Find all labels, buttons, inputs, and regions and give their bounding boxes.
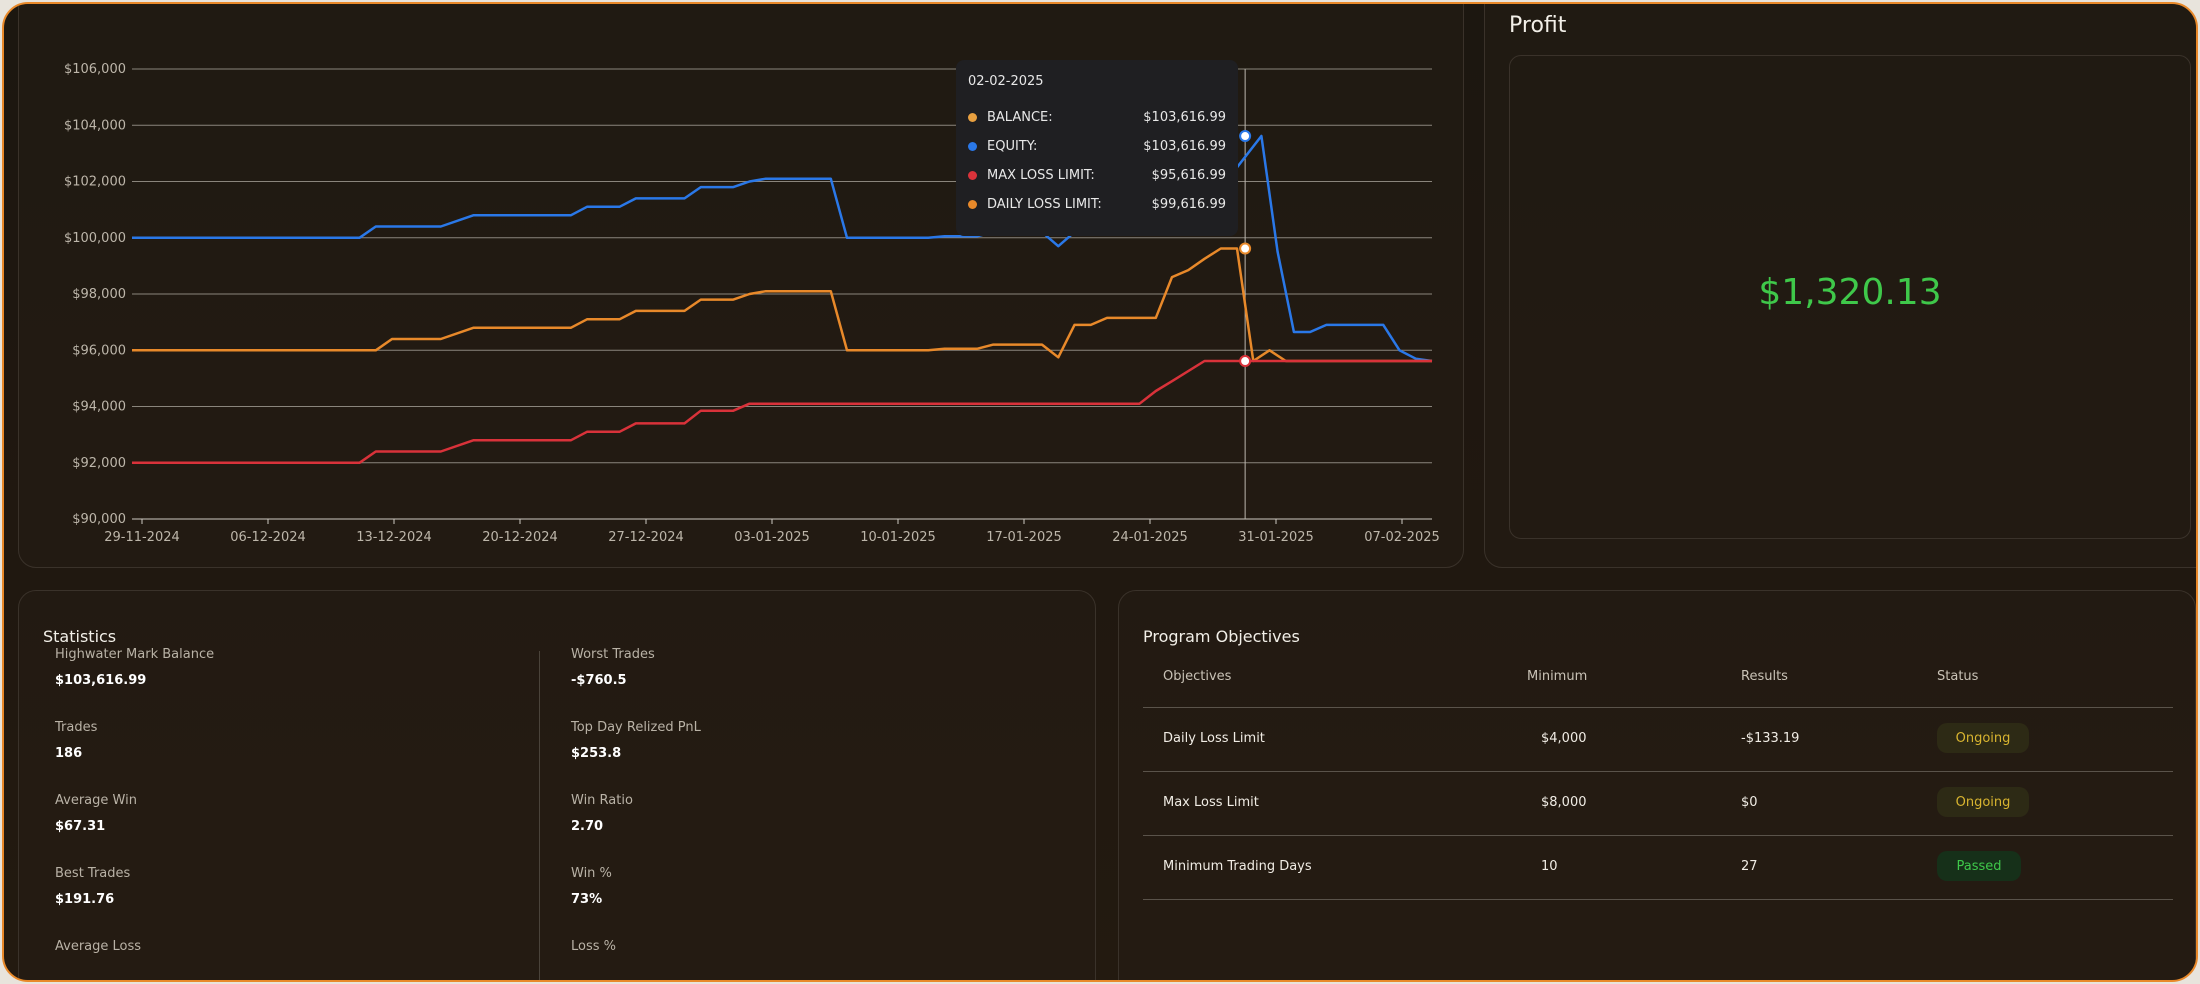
profit-value: $1,320.13 bbox=[1758, 272, 1942, 313]
table-row-divider bbox=[1143, 771, 2173, 772]
header-status: Status bbox=[1937, 669, 1979, 684]
statistics-divider bbox=[539, 651, 540, 980]
y-tick-label: $102,000 bbox=[64, 175, 126, 190]
x-tick-label: 24-01-2025 bbox=[1112, 530, 1188, 545]
stat-label: Best Trades bbox=[55, 866, 131, 881]
y-tick-label: $94,000 bbox=[72, 400, 126, 415]
stat-label: Loss % bbox=[571, 939, 616, 954]
status-badge: Ongoing bbox=[1937, 723, 2029, 753]
objective-name: Daily Loss Limit bbox=[1163, 731, 1265, 746]
y-tick-label: $104,000 bbox=[64, 118, 126, 133]
x-tick-label: 29-11-2024 bbox=[104, 530, 180, 545]
profit-title: Profit bbox=[1509, 13, 1567, 38]
y-tick-label: $98,000 bbox=[72, 287, 126, 302]
stat-value: 73% bbox=[571, 892, 603, 907]
tooltip-series-label: EQUITY: bbox=[987, 139, 1038, 154]
stat-value: $103,616.99 bbox=[55, 673, 147, 688]
x-tick-label: 10-01-2025 bbox=[860, 530, 936, 545]
series-color-dot bbox=[968, 171, 977, 180]
y-tick-label: $106,000 bbox=[64, 62, 126, 77]
tooltip-row: DAILY LOSS LIMIT: $99,616.99 bbox=[968, 190, 1226, 219]
y-tick-label: $90,000 bbox=[72, 512, 126, 527]
tooltip-series-value: $103,616.99 bbox=[1143, 110, 1226, 125]
objective-result: 27 bbox=[1741, 859, 1758, 874]
program-objectives-card: Program Objectives Objectives Minimum Re… bbox=[1118, 590, 2196, 980]
stat-label: Average Loss bbox=[55, 939, 142, 954]
stat-label: Win Ratio bbox=[571, 793, 633, 808]
tooltip-row: MAX LOSS LIMIT: $95,616.99 bbox=[968, 161, 1226, 190]
status-badge: Ongoing bbox=[1937, 787, 2029, 817]
x-tick-label: 27-12-2024 bbox=[608, 530, 684, 545]
tooltip-row: EQUITY: $103,616.99 bbox=[968, 132, 1226, 161]
header-objectives: Objectives bbox=[1163, 669, 1232, 684]
stat-value: $191.76 bbox=[55, 892, 115, 907]
stat-label: Average Win bbox=[55, 793, 137, 808]
header-results: Results bbox=[1741, 669, 1788, 684]
x-tick-label: 07-02-2025 bbox=[1364, 530, 1440, 545]
hover-point-marker bbox=[1239, 355, 1252, 368]
objective-result: -$133.19 bbox=[1741, 731, 1800, 746]
header-minimum: Minimum bbox=[1527, 669, 1588, 684]
series-line-max-loss-limit bbox=[132, 359, 1432, 465]
x-tick-label: 17-01-2025 bbox=[986, 530, 1062, 545]
stat-value: $253.8 bbox=[571, 746, 622, 761]
tooltip-series-value: $99,616.99 bbox=[1151, 197, 1226, 212]
series-line-balance bbox=[132, 247, 1432, 363]
objectives-title: Program Objectives bbox=[1143, 627, 1300, 646]
chart-tooltip: 02-02-2025 BALANCE: $103,616.99 EQUITY: $10… bbox=[956, 60, 1238, 236]
series-color-dot bbox=[968, 142, 977, 151]
series-line-equity bbox=[132, 134, 1433, 363]
series-color-dot bbox=[968, 113, 977, 122]
stat-value: 2.70 bbox=[571, 819, 604, 834]
stat-label: Worst Trades bbox=[571, 647, 655, 662]
hover-point-marker bbox=[1239, 242, 1252, 255]
table-row-divider bbox=[1143, 835, 2173, 836]
y-tick-label: $96,000 bbox=[72, 343, 126, 358]
statistics-card: Statistics Highwater Mark Balance $103,61… bbox=[18, 590, 1096, 980]
stat-label: Highwater Mark Balance bbox=[55, 647, 215, 662]
objective-minimum: $4,000 bbox=[1541, 731, 1587, 746]
tooltip-series-label: MAX LOSS LIMIT: bbox=[987, 168, 1095, 183]
hover-point-marker bbox=[1239, 130, 1252, 143]
tooltip-series-value: $103,616.99 bbox=[1143, 139, 1226, 154]
stat-value: 186 bbox=[55, 746, 83, 761]
stat-value: -$760.5 bbox=[571, 673, 627, 688]
stat-label: Top Day Relized PnL bbox=[571, 720, 701, 735]
tooltip-series-value: $95,616.99 bbox=[1151, 168, 1226, 183]
stat-label: Trades bbox=[55, 720, 98, 735]
equity-line-chart[interactable]: $106,000 $104,000 $102,000 $100,000 $98,000 $… bbox=[4, 4, 1464, 564]
objective-name: Minimum Trading Days bbox=[1163, 859, 1312, 874]
tooltip-date: 02-02-2025 bbox=[968, 74, 1044, 89]
tooltip-series-label: BALANCE: bbox=[987, 110, 1053, 125]
x-tick-label: 31-01-2025 bbox=[1238, 530, 1314, 545]
profit-card: Profit $1,320.13 bbox=[1484, 4, 2196, 568]
status-badge: Passed bbox=[1937, 851, 2021, 881]
objective-minimum: $8,000 bbox=[1541, 795, 1587, 810]
x-tick-label: 13-12-2024 bbox=[356, 530, 432, 545]
x-tick-label: 06-12-2024 bbox=[230, 530, 306, 545]
stat-value: $67.31 bbox=[55, 819, 106, 834]
objective-result: $0 bbox=[1741, 795, 1758, 810]
tooltip-row: BALANCE: $103,616.99 bbox=[968, 103, 1226, 132]
table-row-divider bbox=[1143, 899, 2173, 900]
profit-panel: $1,320.13 bbox=[1509, 55, 2191, 539]
y-tick-label: $100,000 bbox=[64, 231, 126, 246]
objective-minimum: 10 bbox=[1541, 859, 1558, 874]
stat-label: Win % bbox=[571, 866, 612, 881]
table-header-divider bbox=[1143, 707, 2173, 708]
x-tick-label: 03-01-2025 bbox=[734, 530, 810, 545]
x-tick-label: 20-12-2024 bbox=[482, 530, 558, 545]
statistics-title: Statistics bbox=[43, 627, 117, 646]
series-color-dot bbox=[968, 200, 977, 209]
y-tick-label: $92,000 bbox=[72, 456, 126, 471]
tooltip-series-label: DAILY LOSS LIMIT: bbox=[987, 197, 1102, 212]
objective-name: Max Loss Limit bbox=[1163, 795, 1259, 810]
